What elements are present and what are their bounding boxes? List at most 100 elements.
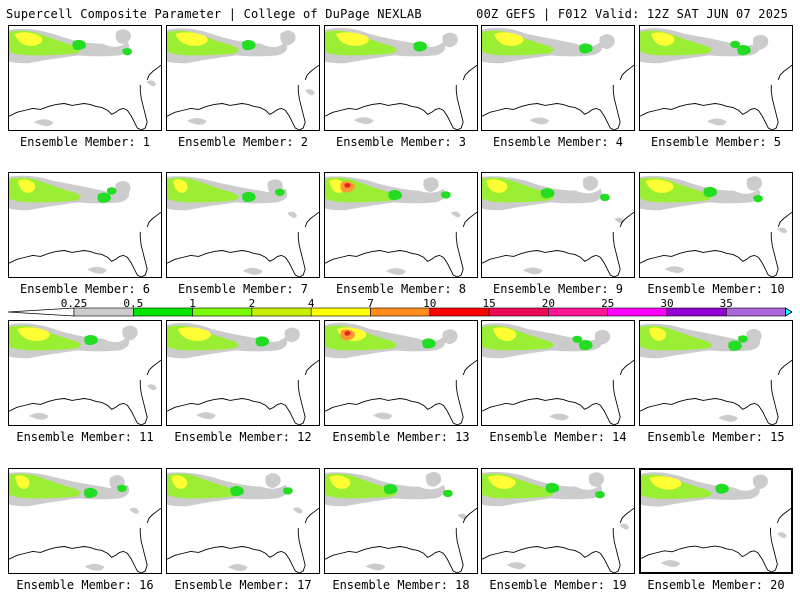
colorbar-segment: [548, 307, 609, 317]
ensemble-member-label: Ensemble Member: 2: [177, 135, 309, 149]
parameter-contour: [752, 474, 769, 489]
colorbar-segment: [429, 307, 490, 317]
coastline: [167, 231, 306, 277]
parameter-contour: [737, 45, 751, 56]
ensemble-member-label: Ensemble Member: 20: [647, 578, 785, 592]
colorbar-segment: [607, 307, 668, 317]
coastline: [619, 359, 634, 376]
ensemble-member-panel[interactable]: [166, 172, 320, 278]
ensemble-member-panel[interactable]: [639, 320, 793, 426]
colorbar-segment: [251, 307, 312, 317]
parameter-contour: [227, 564, 248, 572]
coastline: [640, 84, 779, 130]
parameter-contour: [28, 412, 49, 420]
map-plot: [482, 471, 634, 573]
ensemble-member-panel[interactable]: [166, 25, 320, 131]
colorbar-tick-label: 10: [423, 297, 437, 310]
colorbar-tick-label: 7: [367, 297, 374, 310]
parameter-contour: [442, 329, 458, 344]
parameter-contour: [129, 507, 140, 514]
coastline: [325, 379, 464, 425]
parameter-contour: [283, 487, 293, 495]
colorbar-tick-label: 0.25: [60, 297, 88, 310]
map-plot: [482, 176, 634, 277]
parameter-contour: [353, 117, 374, 125]
parameter-contour: [171, 475, 188, 489]
parameter-contour: [595, 491, 605, 499]
ensemble-member-panel[interactable]: [639, 468, 793, 574]
ensemble-member-label: Ensemble Member: 16: [16, 578, 154, 592]
coastline: [640, 379, 779, 425]
ensemble-member-label: Ensemble Member: 12: [174, 430, 312, 444]
map-plot: [641, 472, 791, 572]
parameter-contour: [386, 268, 406, 276]
coastline: [146, 359, 161, 376]
ensemble-member-panel[interactable]: [481, 320, 635, 426]
ensemble-member-panel[interactable]: [8, 320, 162, 426]
map-plot: [167, 472, 319, 573]
parameter-contour: [106, 187, 117, 195]
parameter-contour: [664, 266, 685, 274]
ensemble-member-panel[interactable]: [8, 172, 162, 278]
ensemble-member-label: Ensemble Member: 10: [647, 282, 785, 296]
coastline: [777, 359, 792, 376]
parameter-contour: [442, 32, 458, 48]
parameter-contour: [423, 177, 439, 192]
ensemble-member-panel[interactable]: [481, 172, 635, 278]
parameter-contour: [275, 188, 285, 197]
ensemble-member-panel[interactable]: [324, 25, 478, 131]
coastline: [167, 527, 306, 573]
coastline: [619, 507, 634, 524]
map-plot: [482, 27, 634, 130]
colorbar-segment: [725, 307, 786, 317]
parameter-contour: [706, 118, 727, 126]
parameter-contour: [365, 563, 386, 571]
colorbar-tick-label: 0.5: [123, 297, 144, 310]
ensemble-member-panel[interactable]: [8, 468, 162, 574]
parameter-contour: [372, 412, 393, 420]
parameter-contour: [84, 334, 98, 346]
ensemble-member-panel[interactable]: [166, 320, 320, 426]
parameter-contour: [703, 186, 718, 198]
coastline: [9, 379, 148, 425]
parameter-contour: [728, 340, 742, 351]
parameter-contour: [648, 327, 667, 341]
map-title: Supercell Composite Parameter | College …: [6, 7, 422, 21]
parameter-contour: [14, 32, 43, 46]
parameter-contour: [660, 560, 681, 567]
map-plot: [640, 323, 792, 425]
ensemble-member-panel[interactable]: [166, 468, 320, 574]
coastline: [304, 64, 319, 81]
ensemble-member-panel[interactable]: [324, 468, 478, 574]
ensemble-member-panel[interactable]: [481, 25, 635, 131]
parameter-contour: [280, 30, 296, 46]
parameter-contour: [115, 29, 131, 44]
model-run-info: 00Z GEFS | F012 Valid: 12Z SAT JUN 07 20…: [476, 7, 788, 21]
ensemble-member-panel[interactable]: [8, 25, 162, 131]
ensemble-member-panel[interactable]: [639, 25, 793, 131]
ensemble-member-panel[interactable]: [324, 172, 478, 278]
parameter-contour: [649, 476, 682, 490]
coastline: [9, 527, 148, 573]
coastline: [325, 527, 464, 573]
parameter-contour: [196, 412, 216, 420]
ensemble-member-panel[interactable]: [639, 172, 793, 278]
ensemble-member-label: Ensemble Member: 7: [177, 282, 309, 296]
parameter-contour: [619, 523, 630, 530]
parameter-contour: [72, 39, 86, 51]
ensemble-member-panel[interactable]: [481, 468, 635, 574]
ensemble-member-label: Ensemble Member: 18: [332, 578, 470, 592]
parameter-contour: [242, 191, 256, 202]
ensemble-member-label: Ensemble Member: 14: [489, 430, 627, 444]
ensemble-member-label: Ensemble Member: 17: [174, 578, 312, 592]
parameter-contour: [335, 32, 369, 46]
parameter-contour: [115, 181, 131, 196]
parameter-contour: [777, 227, 788, 234]
ensemble-member-panel[interactable]: [324, 320, 478, 426]
map-plot: [9, 472, 161, 573]
map-plot: [325, 176, 477, 277]
map-plot: [167, 28, 319, 130]
coastline: [462, 64, 477, 81]
coastline: [304, 359, 319, 376]
coastline: [462, 359, 477, 376]
